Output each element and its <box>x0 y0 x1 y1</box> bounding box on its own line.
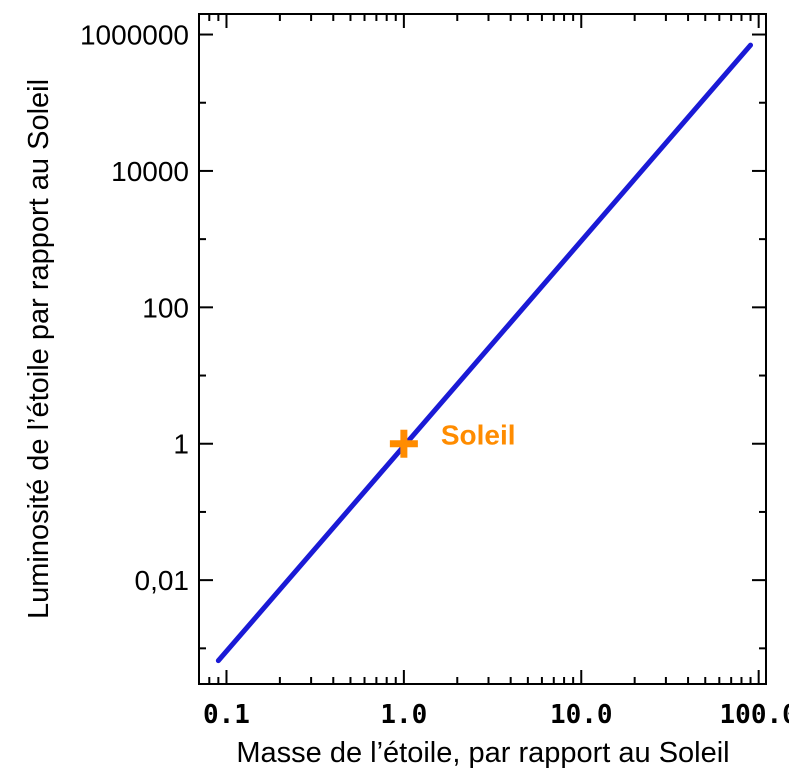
x-tick-labels: 0.1 1.0 10.0 100.0 <box>203 700 789 730</box>
sun-label: Soleil <box>441 420 516 451</box>
y-tick-labels: 0,01 1 100 10000 1000000 <box>80 20 189 597</box>
x-tick-label: 0.1 <box>203 700 250 730</box>
series-line <box>215 42 754 664</box>
y-tick-label: 1000000 <box>80 20 189 51</box>
y-tick-label: 1 <box>173 429 189 460</box>
x-tick-label: 100.0 <box>720 700 789 730</box>
axis-ticks <box>198 14 766 684</box>
x-axis-title: Masse de l’étoile, par rapport au Soleil <box>236 737 729 769</box>
x-tick-label: 10.0 <box>550 700 613 730</box>
y-tick-label: 100 <box>142 292 189 323</box>
series-group <box>215 42 754 664</box>
x-tick-label: 1.0 <box>380 700 427 730</box>
y-axis-title: Luminosité de l’étoile par rapport au So… <box>23 79 55 619</box>
y-tick-label: 0,01 <box>135 565 190 596</box>
y-tick-label: 10000 <box>111 156 189 187</box>
points-group: Soleil <box>389 420 516 458</box>
plot-frame <box>198 13 767 685</box>
